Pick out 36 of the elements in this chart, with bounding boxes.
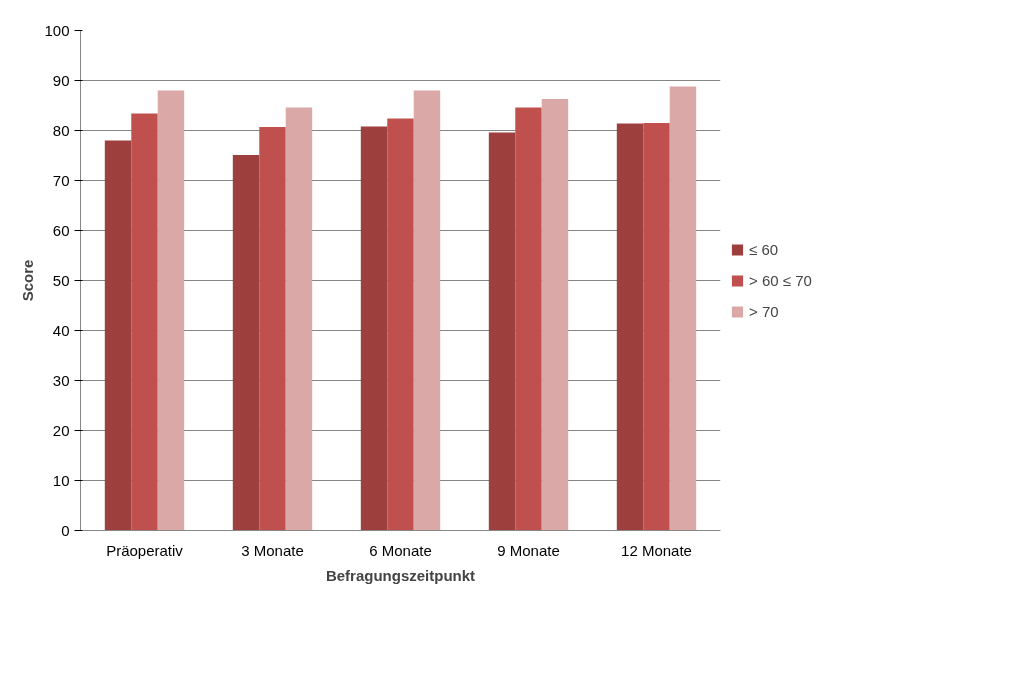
legend-label: ≤ 60 — [749, 240, 779, 258]
y-axis-title: Score — [19, 259, 37, 302]
x-tick-label: 9 Monate — [497, 541, 560, 559]
bar — [259, 127, 286, 531]
x-tick-label: 6 Monate — [369, 541, 432, 559]
legend-label: > 60 ≤ 70 — [749, 271, 812, 289]
bar — [541, 99, 569, 531]
legend-label: > 70 — [749, 302, 779, 320]
y-tick-label: 80 — [52, 121, 70, 139]
bar — [387, 118, 414, 531]
bar — [488, 132, 516, 531]
bar — [413, 90, 441, 531]
y-tick-label: 60 — [52, 221, 70, 239]
bar — [232, 155, 260, 531]
y-tick-label: 100 — [44, 21, 70, 39]
bar — [616, 123, 644, 531]
y-tick-label: 90 — [52, 71, 70, 89]
y-tick-label: 0 — [61, 521, 70, 539]
x-tick-label: 3 Monate — [241, 541, 304, 559]
x-tick-label: 12 Monate — [621, 541, 692, 559]
y-tick-label: 50 — [52, 271, 70, 289]
y-tick-label: 20 — [52, 421, 70, 439]
y-tick-label: 30 — [52, 371, 70, 389]
y-tick-label: 10 — [52, 471, 70, 489]
x-tick-label: Präoperativ — [106, 541, 184, 559]
y-tick-label: 40 — [52, 321, 70, 339]
bar — [285, 107, 313, 531]
bar — [157, 90, 185, 531]
bar — [643, 123, 670, 531]
y-tick-label: 70 — [52, 171, 70, 189]
bar — [360, 126, 388, 531]
x-axis-title: Befragungszeitpunkt — [325, 566, 476, 584]
bar — [104, 140, 132, 531]
bar — [515, 107, 542, 531]
bar — [131, 113, 158, 531]
bar — [669, 86, 697, 531]
